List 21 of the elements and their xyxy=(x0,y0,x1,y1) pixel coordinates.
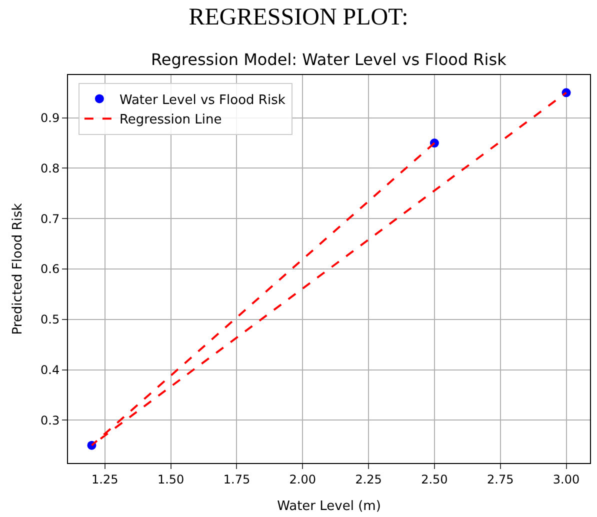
y-tick-label: 0.5 xyxy=(40,312,60,327)
x-tick-label: 1.25 xyxy=(92,472,118,486)
y-tick-label: 0.3 xyxy=(40,413,60,428)
y-tick-label: 0.9 xyxy=(40,111,60,126)
y-tick-label: 0.8 xyxy=(40,161,60,176)
x-tick-label: 2.25 xyxy=(355,472,382,486)
legend-label: Water Level vs Flood Risk xyxy=(119,92,286,108)
x-tick-label: 2.50 xyxy=(421,472,448,486)
x-tick-label: 1.75 xyxy=(223,472,250,486)
chart-subtitle: Regression Model: Water Level vs Flood Risk xyxy=(151,50,508,69)
y-tick-label: 0.4 xyxy=(40,362,60,377)
x-axis-title: Water Level (m) xyxy=(277,499,381,514)
legend-label: Regression Line xyxy=(119,112,222,128)
x-tick-label: 2.00 xyxy=(289,472,316,486)
y-tick-label: 0.7 xyxy=(40,212,60,226)
y-axis-title: Predicted Flood Risk xyxy=(10,202,26,335)
x-tick-label: 3.00 xyxy=(552,472,580,486)
chart-title: REGRESSION PLOT: xyxy=(188,4,408,31)
x-tick-label: 2.75 xyxy=(487,472,514,486)
y-tick-label: 0.6 xyxy=(40,262,60,276)
x-tick-label: 1.50 xyxy=(157,472,184,486)
